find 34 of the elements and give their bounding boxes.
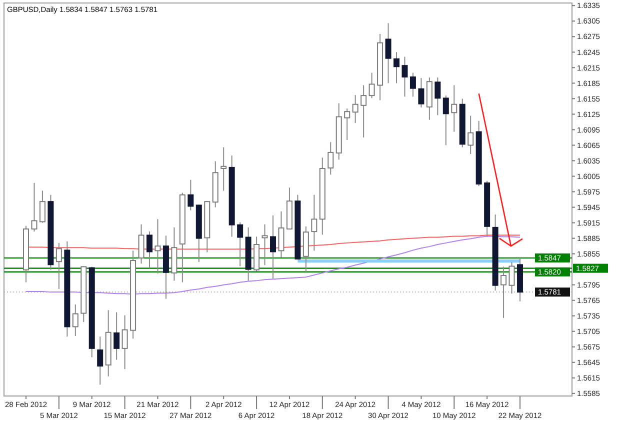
candlestick	[360, 84, 367, 138]
candlestick	[39, 190, 46, 224]
candlestick	[385, 22, 392, 84]
candlestick	[468, 115, 474, 154]
candlestick	[451, 84, 458, 132]
candlestick	[508, 262, 515, 294]
candlestick	[368, 72, 375, 99]
candlestick	[56, 242, 62, 290]
candlestick	[352, 94, 358, 124]
candlestick	[410, 72, 416, 98]
candlestick	[122, 314, 128, 370]
candlestick	[97, 336, 104, 386]
candlestick	[394, 52, 400, 84]
candlestick	[402, 56, 408, 98]
candlestick	[154, 218, 161, 274]
candlestick	[270, 215, 276, 280]
candlestick	[188, 179, 194, 211]
candlestick	[418, 77, 424, 108]
candlestick	[500, 266, 507, 318]
candlestick	[344, 108, 350, 141]
candlestick	[442, 95, 449, 146]
candlestick	[237, 222, 244, 267]
candlestick	[220, 146, 227, 192]
candlestick	[31, 182, 38, 232]
candlestick	[278, 210, 284, 258]
line-series	[26, 236, 520, 295]
candlestick	[146, 231, 152, 269]
candlestick	[72, 304, 78, 337]
candlestick	[328, 142, 334, 176]
candlestick	[138, 224, 144, 264]
candlestick	[262, 224, 268, 266]
candlestick	[311, 194, 318, 252]
candlestick	[434, 76, 441, 116]
candlestick	[114, 312, 120, 360]
